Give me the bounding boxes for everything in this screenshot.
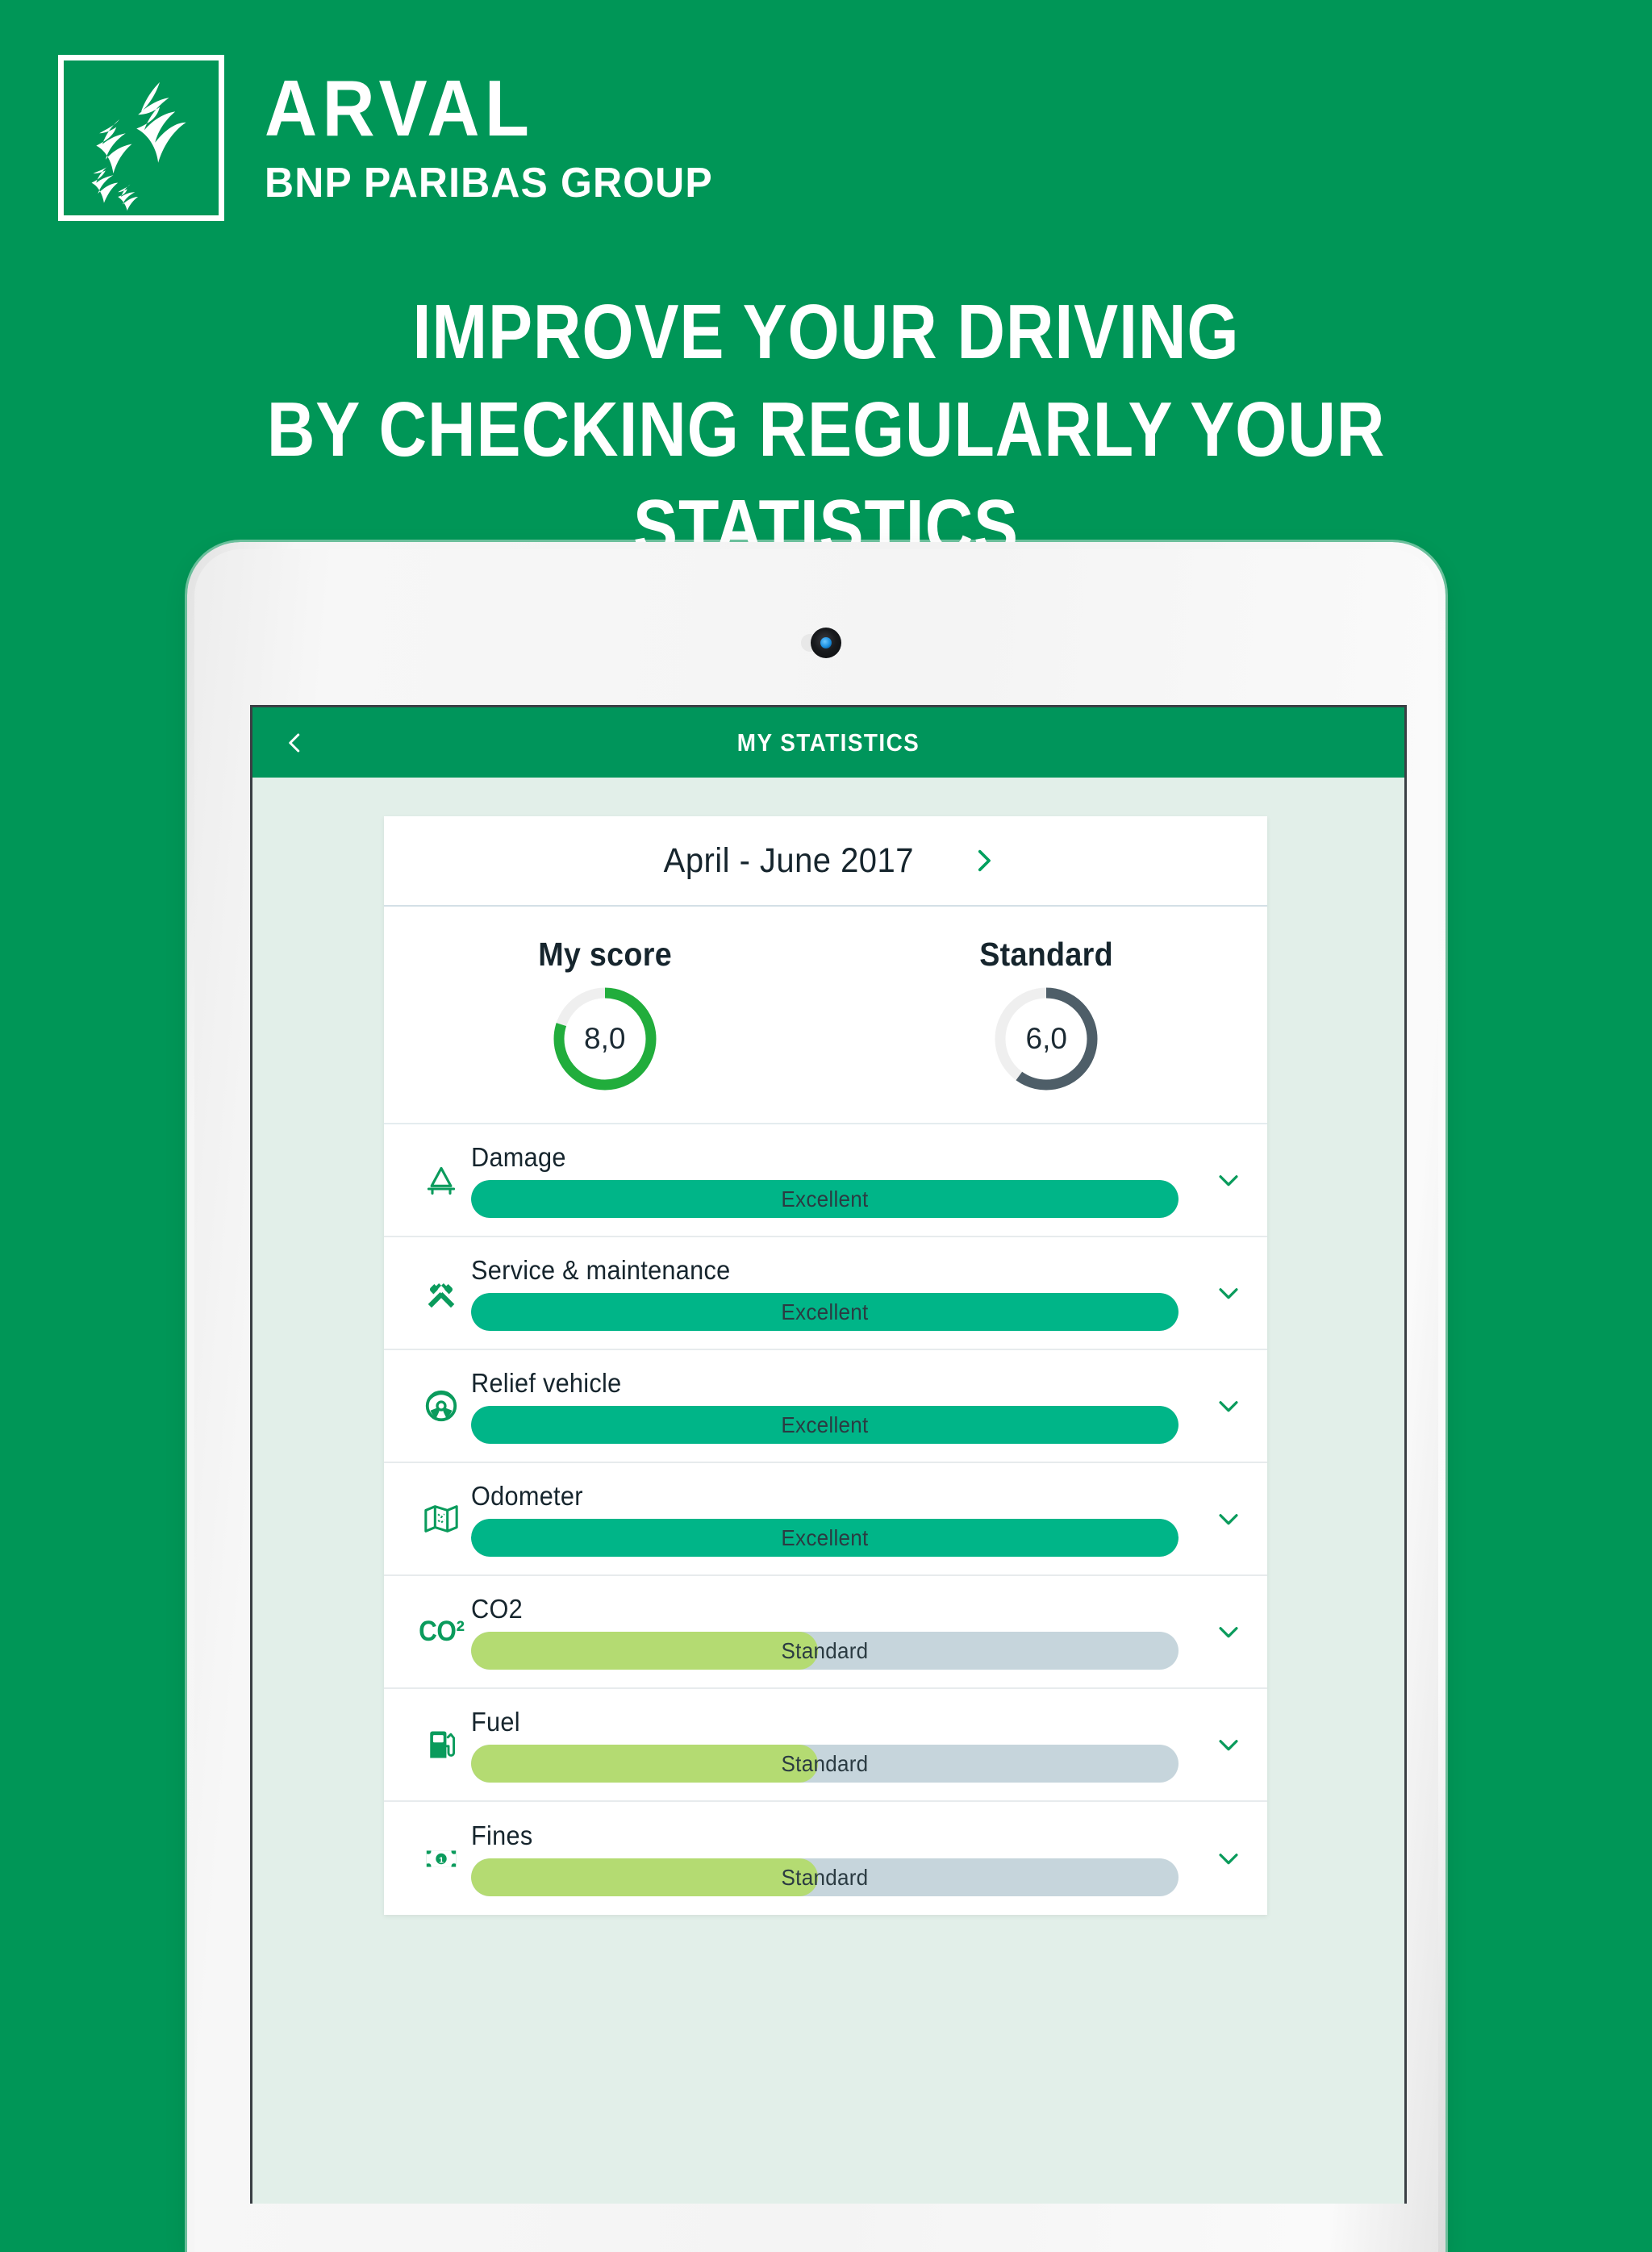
gauge-label: My score [537, 935, 672, 973]
metric-label: Damage [471, 1142, 566, 1172]
donut-gauge: 8,0 [549, 983, 661, 1095]
chevron-down-icon[interactable] [1190, 1845, 1267, 1872]
metric-label: Relief vehicle [471, 1368, 622, 1398]
metric-content: Service & maintenance Excellent [471, 1255, 1190, 1331]
rating-label: Excellent [781, 1524, 869, 1550]
gauge-label: Standard [979, 935, 1114, 973]
metric-content: CO2 Standard [471, 1594, 1190, 1670]
score-gauges: My score 8,0 Standard 6,0 [384, 907, 1267, 1124]
rating-bar: Standard [471, 1745, 1179, 1783]
steering-wheel-icon [411, 1387, 471, 1424]
metric-content: Odometer Excellent [471, 1481, 1190, 1557]
rating-label: Excellent [781, 1412, 869, 1437]
chevron-right-icon[interactable] [970, 847, 997, 874]
rating-bar: Excellent [471, 1406, 1179, 1444]
rating-bar: Excellent [471, 1293, 1179, 1331]
page-title: MY STATISTICS [736, 728, 920, 757]
rating-label: Standard [781, 1864, 869, 1890]
rating-label: Excellent [781, 1186, 869, 1211]
folded-map-icon [411, 1500, 471, 1537]
chevron-down-icon[interactable] [1190, 1279, 1267, 1307]
metric-row-odometer[interactable]: Odometer Excellent [384, 1463, 1267, 1576]
period-label: April - June 2017 [663, 840, 914, 880]
metric-content: Damage Excellent [471, 1142, 1190, 1218]
rating-bar: Excellent [471, 1519, 1179, 1557]
rating-bar-fill [471, 1293, 1179, 1331]
rating-bar: Standard [471, 1858, 1179, 1896]
gauge-value: 6,0 [1025, 1021, 1067, 1055]
rating-bar-fill [471, 1632, 818, 1670]
metric-label: Service & maintenance [471, 1255, 731, 1285]
page-headline: IMPROVE YOUR DRIVING BY CHECKING REGULAR… [0, 284, 1652, 577]
metric-content: Fuel Standard [471, 1707, 1190, 1783]
app-bar: MY STATISTICS [252, 707, 1404, 778]
rating-bar: Excellent [471, 1180, 1179, 1218]
headline-line-2: BY CHECKING REGULARLY YOUR STATISTICS [266, 386, 1386, 570]
banknote-icon: 1 [411, 1840, 471, 1877]
rating-label: Standard [781, 1750, 869, 1776]
gauge-value: 8,0 [584, 1021, 626, 1055]
rating-bar-fill [471, 1858, 818, 1896]
fuel-pump-icon [411, 1727, 471, 1762]
metric-label: CO2 [471, 1594, 523, 1624]
gauge-my-score: My score 8,0 [384, 936, 826, 1095]
svg-text:1: 1 [439, 1855, 444, 1865]
rating-label: Standard [781, 1637, 869, 1663]
rating-bar-fill [471, 1180, 1179, 1218]
statistics-card: April - June 2017 My score 8,0 Standard [384, 816, 1267, 1915]
chevron-down-icon[interactable] [1190, 1618, 1267, 1645]
co2-icon-label: CO² [418, 1616, 465, 1647]
donut-gauge: 6,0 [991, 983, 1102, 1095]
metric-label: Fuel [471, 1707, 520, 1737]
app-screen: MY STATISTICS April - June 2017 My score… [250, 705, 1407, 2204]
rating-bar-fill [471, 1519, 1179, 1557]
rating-bar-fill [471, 1406, 1179, 1444]
brand-name: ARVAL [265, 64, 535, 152]
metric-label: Odometer [471, 1481, 583, 1511]
rating-bar-fill [471, 1745, 818, 1783]
tools-hammer-screwdriver-icon [411, 1274, 471, 1312]
rating-bar: Standard [471, 1632, 1179, 1670]
chevron-down-icon[interactable] [1190, 1505, 1267, 1533]
period-selector[interactable]: April - June 2017 [384, 816, 1267, 907]
chevron-down-icon[interactable] [1190, 1166, 1267, 1194]
headline-line-1: IMPROVE YOUR DRIVING [412, 289, 1240, 375]
metric-row-relief-vehicle[interactable]: Relief vehicle Excellent [384, 1350, 1267, 1463]
metric-row-co2[interactable]: CO² CO2 Standard [384, 1576, 1267, 1689]
metric-label: Fines [471, 1820, 533, 1850]
brand-lockup: ARVAL BNP PARIBAS GROUP [58, 55, 732, 221]
gauge-standard: Standard 6,0 [826, 936, 1268, 1095]
rating-label: Excellent [781, 1299, 869, 1324]
co2-text-icon: CO² [411, 1616, 471, 1648]
metric-content: Relief vehicle Excellent [471, 1368, 1190, 1444]
bnp-paribas-stars-logo-icon [58, 55, 224, 221]
chevron-down-icon[interactable] [1190, 1392, 1267, 1420]
brand-group: BNP PARIBAS GROUP [265, 160, 713, 206]
front-camera-icon [811, 628, 841, 658]
metric-row-fines[interactable]: 1 Fines Standard [384, 1802, 1267, 1915]
warning-triangle-icon [411, 1162, 471, 1198]
chevron-down-icon[interactable] [1190, 1731, 1267, 1758]
metric-content: Fines Standard [471, 1820, 1190, 1896]
metric-row-fuel[interactable]: Fuel Standard [384, 1689, 1267, 1802]
chevron-left-icon[interactable] [283, 731, 307, 755]
metric-row-damage[interactable]: Damage Excellent [384, 1124, 1267, 1237]
metric-row-service-maintenance[interactable]: Service & maintenance Excellent [384, 1237, 1267, 1350]
